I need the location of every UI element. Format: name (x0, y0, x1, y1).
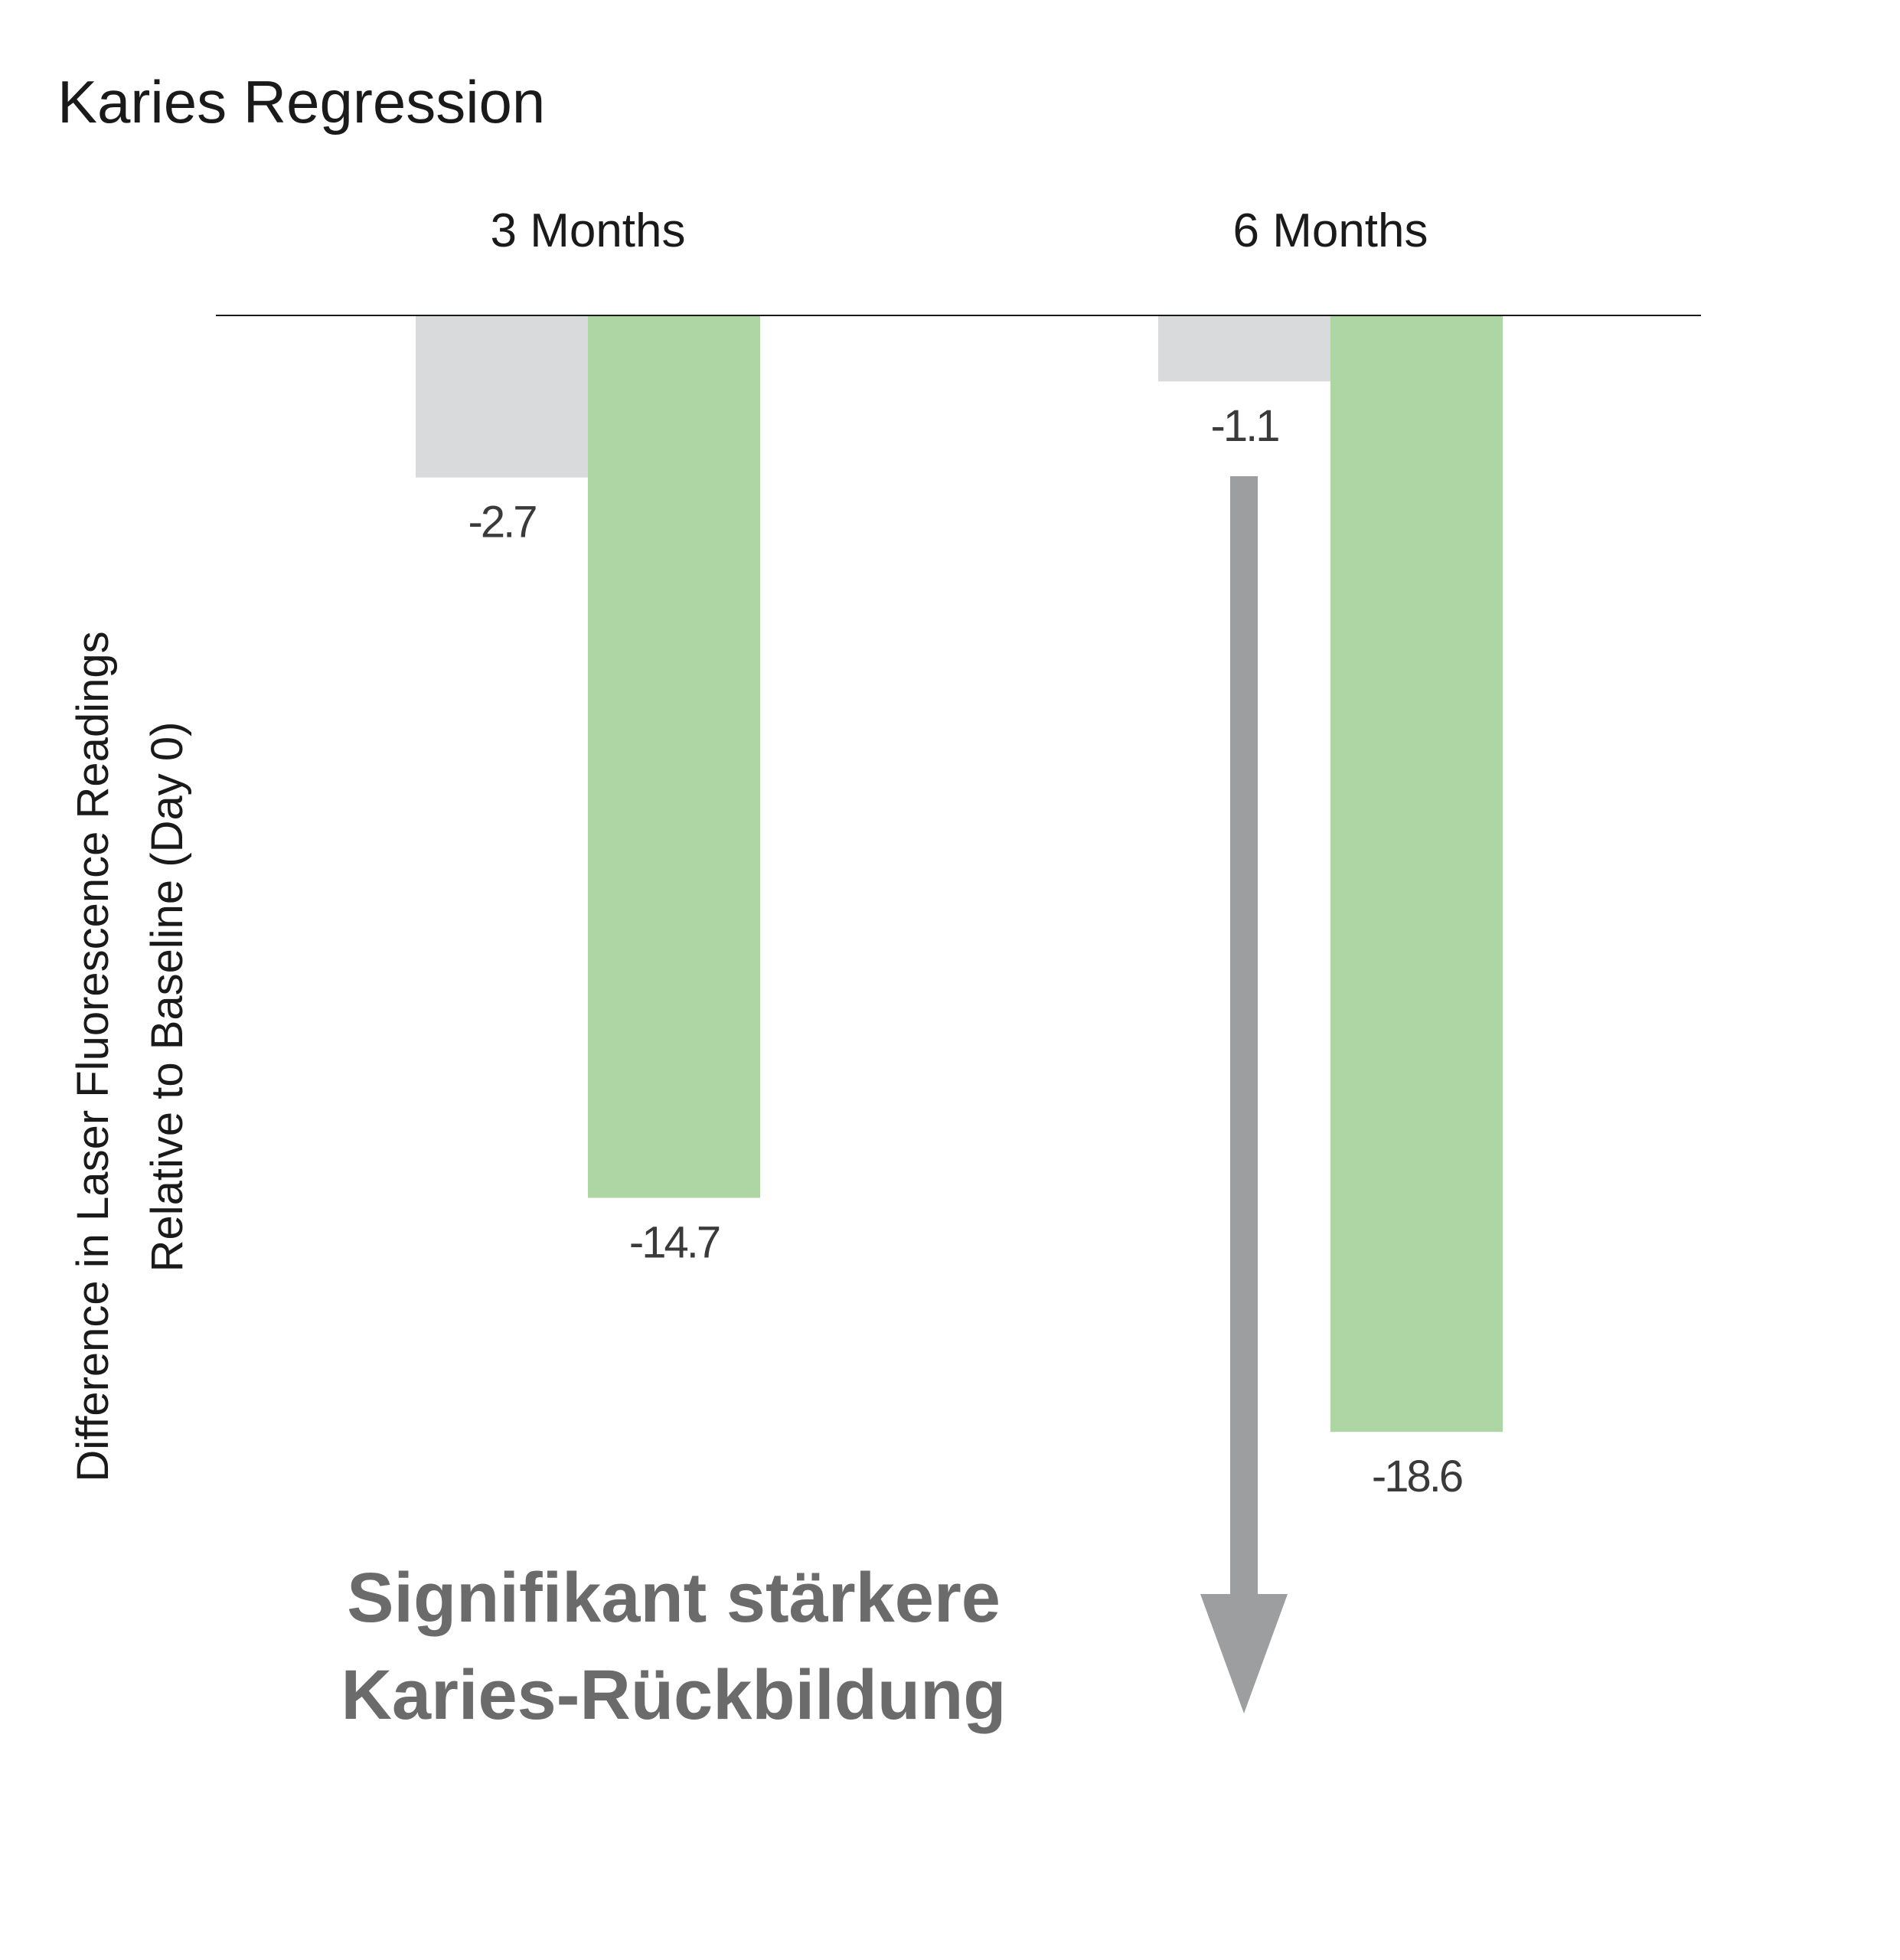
value-label-treatment-6-months: -18.6 (1372, 1452, 1462, 1501)
bar-treatment-6-months (1330, 315, 1503, 1432)
y-axis-label-line-1: Difference in Laser Fluorescence Reading… (68, 631, 118, 1481)
y-axis-label-line-2: Relative to Baseline (Day 0) (142, 722, 192, 1272)
value-labels-group: -2.7 -14.7 -1.1 -18.6 (468, 401, 1464, 1501)
bar-control-6-months (1158, 315, 1330, 382)
category-label-6-months: 6 Months (1232, 204, 1428, 257)
value-label-control-6-months: -1.1 (1211, 401, 1279, 451)
category-label-3-months: 3 Months (490, 204, 685, 257)
arrow-down-icon (1200, 1594, 1288, 1713)
arrow-down-icon-shaft (1230, 476, 1258, 1602)
value-label-control-3-months: -2.7 (468, 498, 537, 547)
chart-title: Karies Regression (57, 68, 545, 136)
annotation-line-1: Signifikant stärkere (347, 1559, 1001, 1637)
bar-control-3-months (416, 315, 588, 478)
bars-group (416, 315, 1503, 1432)
y-axis-label: Difference in Laser Fluorescence Reading… (68, 631, 192, 1481)
bar-treatment-3-months (588, 315, 760, 1198)
value-label-treatment-3-months: -14.7 (629, 1217, 720, 1267)
annotation-line-2: Karies-Rückbildung (341, 1656, 1006, 1734)
emphasis-arrow (1200, 476, 1288, 1713)
